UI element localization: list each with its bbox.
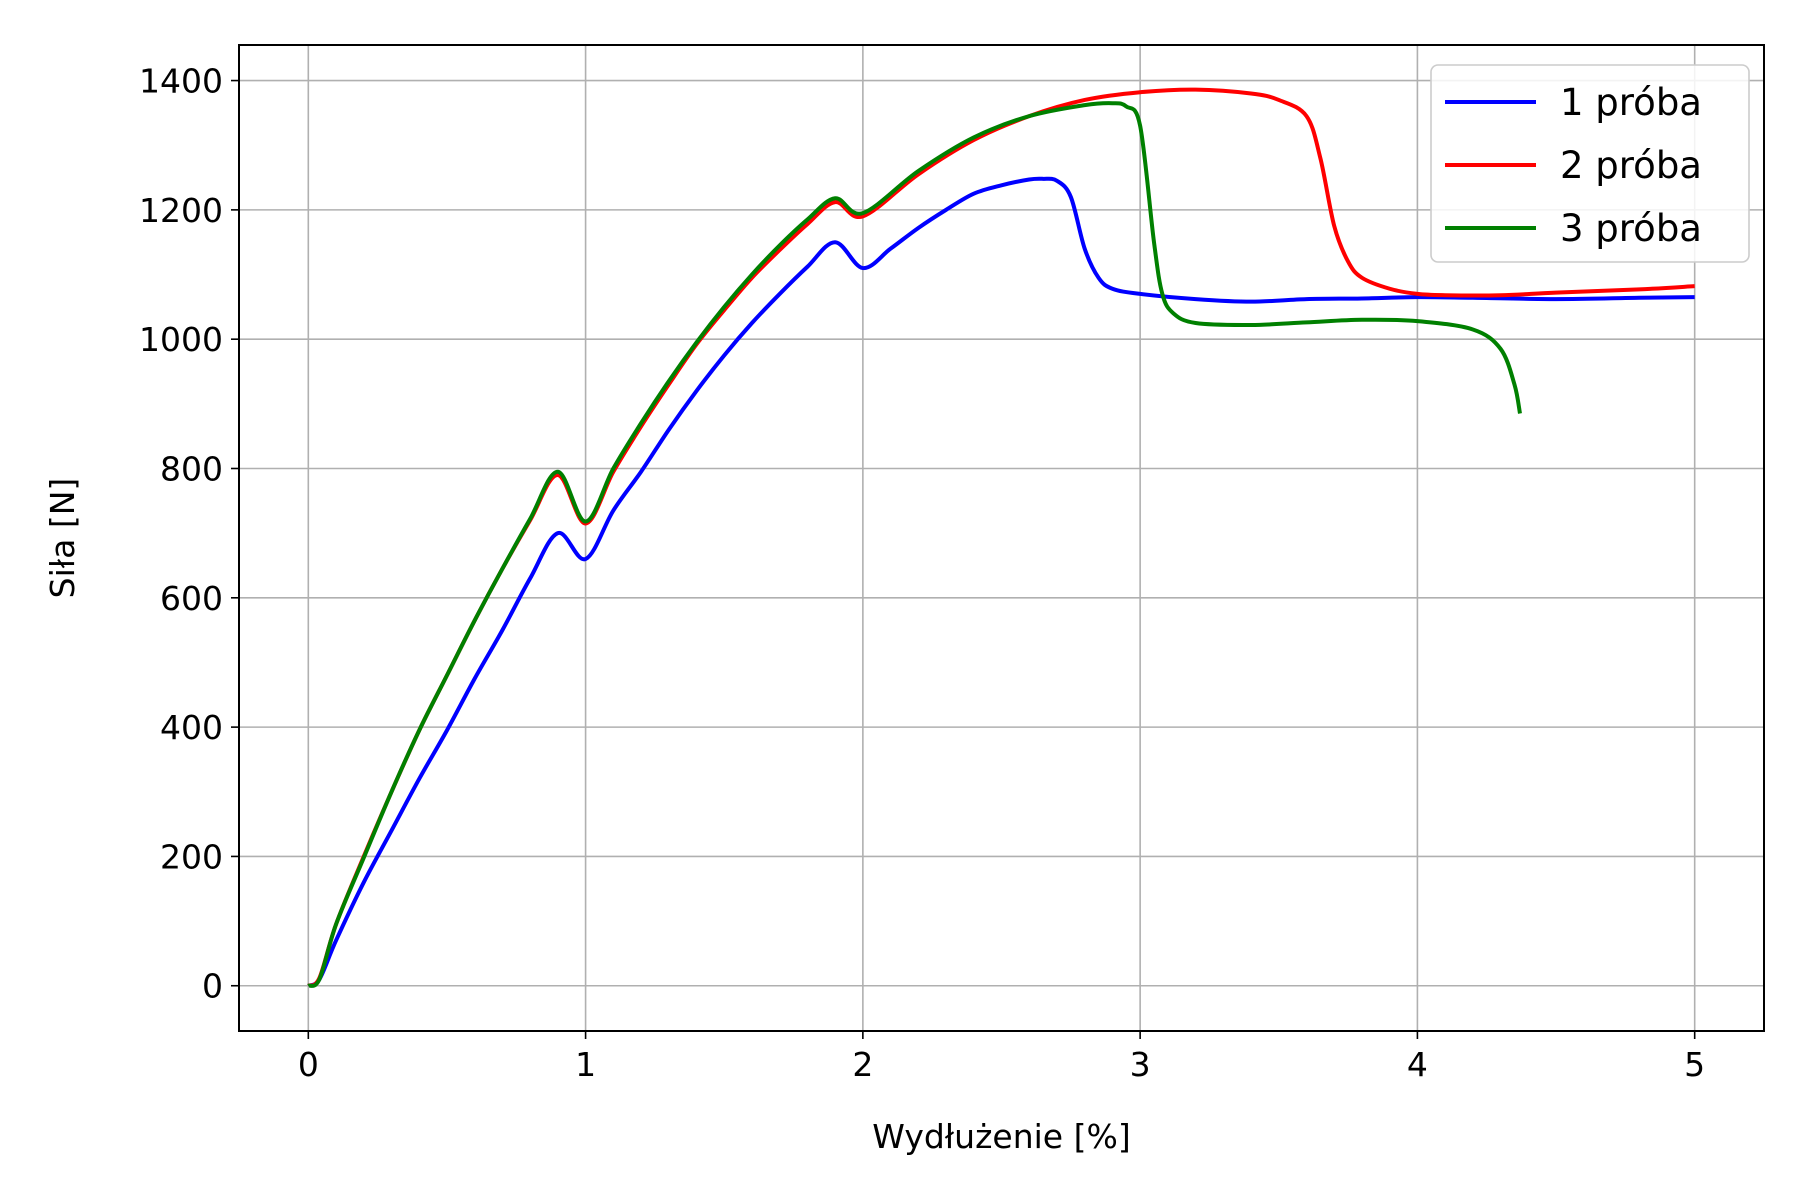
y-tick-label: 0: [202, 967, 223, 1006]
y-tick-label: 1200: [139, 191, 223, 230]
legend-label-1: 1 próba: [1560, 81, 1702, 124]
y-tick-label: 600: [160, 579, 223, 618]
y-tick-label: 800: [160, 449, 223, 488]
y-tick-label: 1400: [139, 62, 223, 101]
grid: [239, 45, 1764, 1031]
x-tick-label: 4: [1407, 1045, 1428, 1084]
axis-ticks: 0 1 2 3 4 5 0 200 400 600 800 1000 1200 1400: [139, 62, 1705, 1084]
x-tick-label: 5: [1684, 1045, 1705, 1084]
y-tick-label: 1000: [139, 320, 223, 359]
legend-label-2: 2 próba: [1560, 144, 1702, 187]
series-lines: [307, 87, 1695, 988]
x-tick-label: 3: [1130, 1045, 1151, 1084]
legend-box: [1430, 64, 1750, 263]
plot-frame: [238, 44, 1765, 1032]
legend: 1 próba 2 próba 3 próba: [1430, 64, 1750, 263]
y-tick-label: 400: [160, 708, 223, 747]
y-tick-label: 200: [160, 837, 223, 876]
x-tick-label: 2: [852, 1045, 873, 1084]
x-tick-label: 1: [575, 1045, 596, 1084]
legend-label-3: 3 próba: [1560, 207, 1702, 250]
x-axis-title: Wydłużenie [%]: [872, 1117, 1130, 1156]
y-axis-title: Siła [N]: [43, 478, 82, 599]
series-line-3: [307, 101, 1522, 988]
x-tick-label: 0: [298, 1045, 319, 1084]
series-line-1: [307, 176, 1695, 988]
